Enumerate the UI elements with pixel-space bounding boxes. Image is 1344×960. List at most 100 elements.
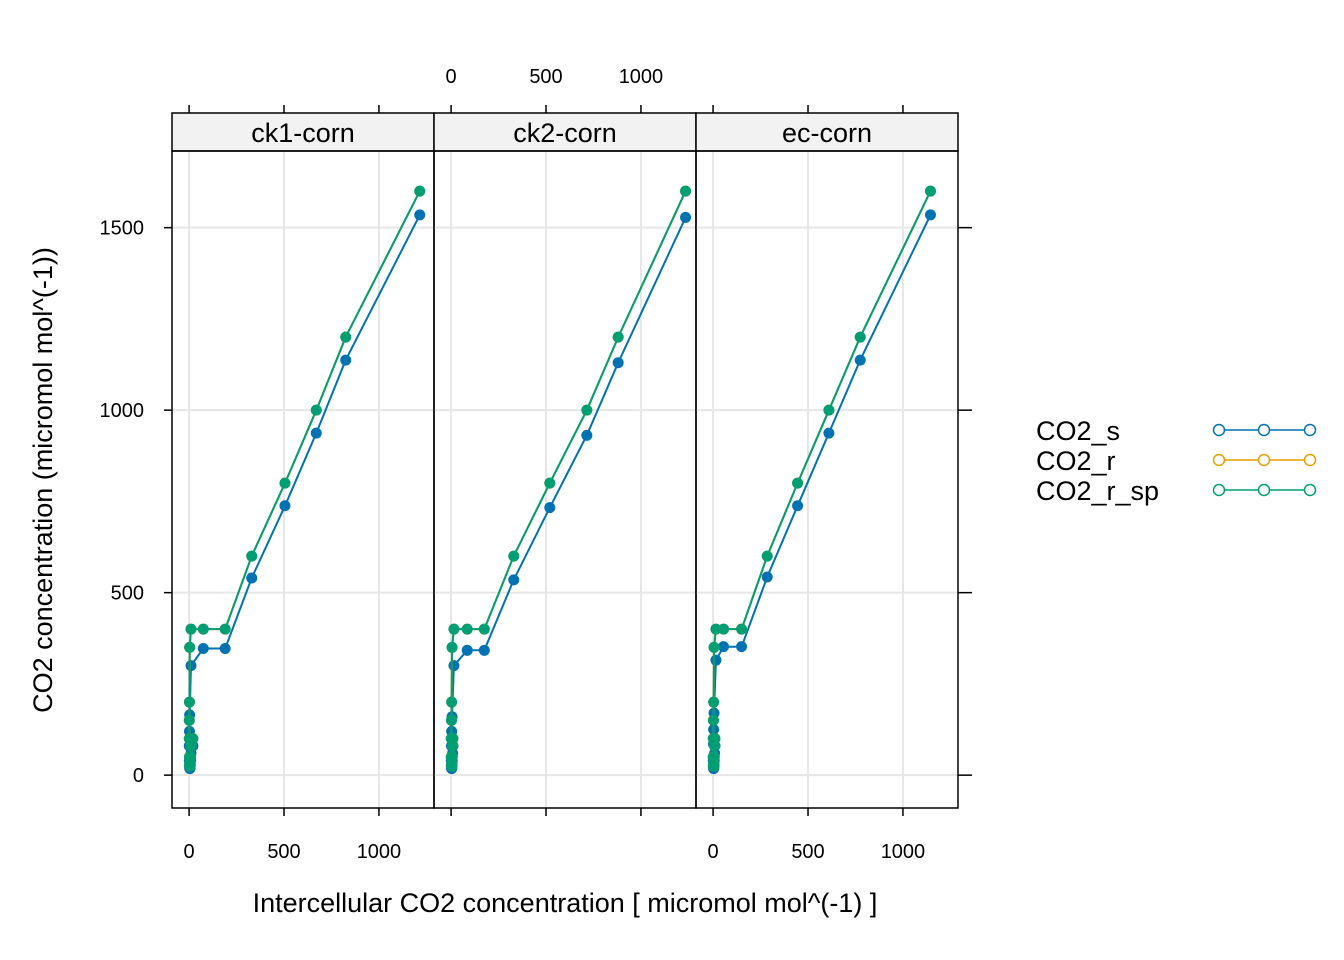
series-group — [707, 185, 936, 775]
y-tick-label: 1000 — [100, 400, 145, 422]
panel-ec-corn: ec-corn — [695, 112, 959, 809]
strip-label: ec-corn — [782, 118, 872, 148]
data-point-CO2_s — [414, 209, 426, 221]
data-point-CO2_r_sp — [478, 623, 490, 635]
series-group — [445, 185, 692, 775]
data-point-CO2_r_sp — [761, 550, 773, 562]
series-line-CO2_r_sp — [712, 190, 932, 767]
data-point-CO2_r_sp — [185, 751, 197, 763]
legend-item: CO2_s — [1036, 416, 1317, 446]
data-point-CO2_s — [508, 574, 520, 586]
data-point-CO2_s — [736, 641, 748, 653]
panels-layer: ck1-corn ck2-corn ec-corn — [171, 112, 959, 809]
data-point-CO2_r_sp — [924, 185, 936, 197]
x-tick-label: 1000 — [357, 841, 402, 863]
series-line-CO2_r_sp — [450, 190, 687, 767]
series-line-CO2_r — [450, 190, 687, 767]
legend-label: CO2_r — [1036, 446, 1116, 476]
data-point-CO2_s — [197, 642, 209, 654]
data-point-CO2_r_sp — [544, 477, 556, 489]
data-point-CO2_s — [612, 357, 624, 369]
x-tick-label: 500 — [529, 66, 562, 88]
data-point-CO2_s — [246, 572, 258, 584]
series-group — [183, 185, 426, 775]
data-point-CO2_r_sp — [187, 733, 199, 745]
legend-marker — [1303, 453, 1317, 467]
legend-marker — [1257, 483, 1271, 497]
legend-marker — [1303, 423, 1317, 437]
legend-marker — [1212, 453, 1226, 467]
data-point-CO2_r_sp — [708, 751, 720, 763]
data-point-CO2_r_sp — [709, 733, 721, 745]
data-point-CO2_r_sp — [445, 714, 457, 726]
data-point-CO2_r_sp — [446, 751, 458, 763]
data-point-CO2_s — [478, 644, 490, 656]
data-point-CO2_r_sp — [183, 696, 195, 708]
data-point-CO2_s — [924, 209, 936, 221]
data-point-CO2_s — [340, 354, 352, 366]
data-point-CO2_r_sp — [823, 404, 835, 416]
data-point-CO2_s — [761, 571, 773, 583]
legend-item: CO2_r — [1036, 446, 1317, 476]
data-point-CO2_r_sp — [612, 331, 624, 343]
data-point-CO2_r_sp — [736, 623, 748, 635]
data-point-CO2_s — [185, 660, 197, 672]
x-tick-label: 1000 — [619, 66, 664, 88]
x-tick-label: 0 — [446, 66, 457, 88]
data-point-CO2_r_sp — [581, 404, 593, 416]
data-point-CO2_s — [854, 354, 866, 366]
data-point-CO2_s — [581, 429, 593, 441]
data-point-CO2_r_sp — [718, 623, 730, 635]
data-point-CO2_r_sp — [184, 641, 196, 653]
data-point-CO2_r_sp — [680, 185, 692, 197]
x-tick-label: 500 — [791, 841, 824, 863]
strip-label: ck2-corn — [513, 118, 617, 148]
series-line-CO2_s — [712, 214, 932, 769]
data-point-CO2_r_sp — [792, 477, 804, 489]
data-point-CO2_s — [219, 642, 231, 654]
legend-item: CO2_r_sp — [1036, 476, 1317, 506]
axes-layer: 0 500 1000 0 500 1000 0 500 1000 0 500 1000 1500 — [100, 66, 972, 863]
data-point-CO2_s — [279, 500, 291, 512]
panel-border — [171, 150, 435, 809]
legend-marker — [1212, 483, 1226, 497]
data-point-CO2_r_sp — [183, 714, 195, 726]
x-axis-title: Intercellular CO2 concentration [ microm… — [253, 888, 878, 918]
legend-marker — [1303, 483, 1317, 497]
series-line-CO2_r — [712, 190, 932, 767]
data-point-CO2_r_sp — [279, 477, 291, 489]
y-tick-label: 500 — [111, 583, 144, 605]
panel-border — [695, 150, 959, 809]
data-point-CO2_r_sp — [219, 623, 231, 635]
data-point-CO2_r_sp — [707, 714, 719, 726]
data-point-CO2_s — [461, 644, 473, 656]
data-point-CO2_r_sp — [310, 404, 322, 416]
strip-background — [695, 112, 959, 152]
series-line-CO2_r_sp — [188, 190, 421, 767]
legend-marker — [1212, 423, 1226, 437]
data-point-CO2_r_sp — [710, 623, 722, 635]
series-line-CO2_s — [450, 216, 687, 769]
legend-marker — [1257, 453, 1271, 467]
data-point-CO2_r_sp — [854, 331, 866, 343]
data-point-CO2_s — [710, 654, 722, 666]
data-point-CO2_s — [718, 641, 730, 653]
data-point-CO2_r_sp — [414, 185, 426, 197]
y-tick-label: 0 — [133, 765, 144, 787]
gridlines — [172, 151, 434, 808]
legend-label: CO2_r_sp — [1036, 476, 1159, 506]
series-line-CO2_r — [188, 190, 421, 767]
strip-label: ck1-corn — [251, 118, 355, 148]
data-point-CO2_r_sp — [508, 550, 520, 562]
x-tick-label: 500 — [267, 841, 300, 863]
data-point-CO2_r_sp — [708, 641, 720, 653]
panel-ck1-corn: ck1-corn — [171, 112, 435, 809]
data-point-CO2_r_sp — [340, 331, 352, 343]
strip-background — [171, 112, 435, 152]
data-point-CO2_s — [792, 500, 804, 512]
data-point-CO2_r_sp — [185, 623, 197, 635]
series-line-CO2_s — [188, 214, 421, 769]
legend-label: CO2_s — [1036, 416, 1120, 446]
